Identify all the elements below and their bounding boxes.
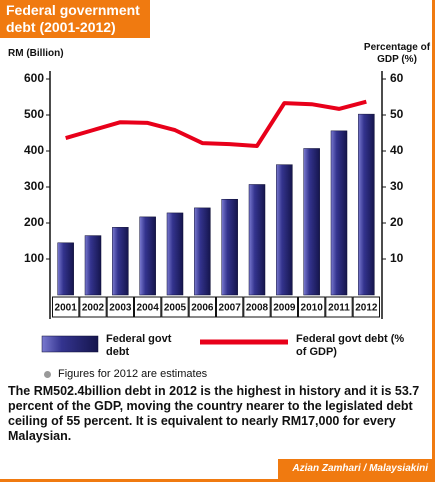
y2-tick-label: 50 (390, 107, 404, 121)
category-box (134, 296, 162, 318)
bar (194, 207, 211, 296)
x-tick-label: 2004 (137, 303, 160, 314)
category-box (325, 296, 353, 318)
y-tick-label: 500 (24, 107, 44, 121)
caption: The RM502.4billion debt in 2012 is the h… (8, 384, 420, 443)
y2-axis-label: Percentage of GDP (%) (363, 42, 431, 65)
y2-tick-label: 10 (390, 251, 404, 265)
bar (358, 113, 375, 296)
category-box (270, 296, 298, 318)
category-box (216, 296, 244, 318)
bar (221, 198, 238, 296)
category-box (188, 296, 217, 318)
x-tick-label: 2010 (301, 303, 324, 314)
bar (84, 235, 102, 296)
chart-title: Federal government debt (2001-2012) (0, 0, 150, 38)
category-box (106, 296, 134, 318)
x-tick-label: 2002 (82, 303, 105, 314)
x-tick-label: 2007 (219, 303, 242, 314)
bar (139, 216, 156, 296)
note: Figures for 2012 are estimates (58, 368, 208, 380)
bar (248, 184, 266, 296)
category-box (161, 296, 189, 318)
x-tick-label: 2012 (355, 303, 378, 314)
y2-tick-label: 30 (390, 179, 404, 193)
bar (303, 148, 320, 296)
bar (166, 212, 184, 296)
credit: Azian Zamhari / Malaysiakini (278, 459, 432, 479)
x-tick-label: 2009 (273, 303, 296, 314)
category-box (243, 296, 271, 318)
y-tick-label: 600 (24, 71, 44, 85)
bar (112, 227, 129, 296)
legend-swatch (41, 335, 99, 353)
x-tick-label: 2005 (164, 303, 187, 314)
y2-tick-label: 20 (390, 215, 404, 229)
y2-tick-label: 60 (390, 71, 404, 85)
category-box (298, 296, 326, 318)
x-tick-label: 2001 (55, 303, 78, 314)
category-box (79, 296, 107, 318)
x-tick-label: 2003 (109, 303, 132, 314)
y-axis-label: RM (Billion) (8, 48, 64, 59)
legend-label: Federal govt debt (% of GDP) (296, 333, 405, 358)
category-box (52, 296, 80, 318)
y-tick-label: 400 (24, 143, 44, 157)
bar (57, 242, 74, 296)
note-bullet (44, 371, 51, 378)
y-tick-label: 200 (24, 215, 44, 229)
y2-tick-label: 40 (390, 143, 404, 157)
y-tick-label: 100 (24, 251, 44, 265)
y-tick-label: 300 (24, 179, 44, 193)
x-tick-label: 2011 (328, 303, 350, 314)
bar (276, 164, 293, 296)
category-box (352, 296, 380, 318)
line (65, 99, 367, 148)
bar (330, 130, 348, 296)
x-tick-label: 2008 (246, 303, 269, 314)
legend-label: Federal govt debt (106, 333, 172, 358)
x-tick-label: 2006 (191, 303, 214, 314)
